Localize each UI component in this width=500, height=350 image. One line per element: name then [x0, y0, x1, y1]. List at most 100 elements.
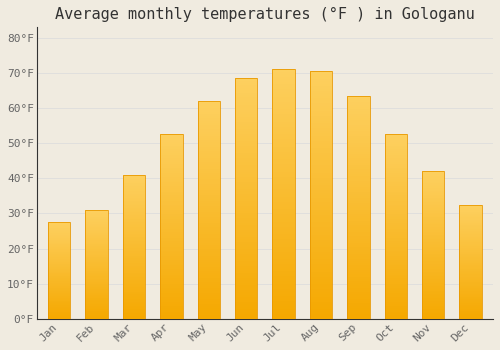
Bar	[310, 257, 332, 259]
Bar	[310, 160, 332, 163]
Bar	[460, 259, 482, 261]
Bar	[235, 129, 258, 131]
Bar	[198, 173, 220, 175]
Bar	[272, 149, 295, 152]
Bar	[347, 129, 370, 132]
Bar	[235, 280, 258, 283]
Bar	[310, 103, 332, 106]
Bar	[235, 283, 258, 285]
Bar	[347, 154, 370, 156]
Bar	[347, 127, 370, 129]
Bar	[422, 239, 444, 241]
Bar	[272, 147, 295, 149]
Bar	[235, 146, 258, 148]
Bar	[160, 271, 182, 273]
Bar	[347, 118, 370, 120]
Bar	[160, 184, 182, 186]
Bar	[272, 154, 295, 157]
Bar	[235, 302, 258, 304]
Bar	[272, 87, 295, 89]
Bar	[384, 172, 407, 173]
Bar	[460, 226, 482, 228]
Bar	[460, 306, 482, 307]
Bar	[384, 164, 407, 166]
Bar	[235, 179, 258, 182]
Bar	[460, 310, 482, 311]
Bar	[86, 285, 108, 286]
Bar	[347, 259, 370, 261]
Bar	[198, 208, 220, 210]
Bar	[160, 188, 182, 190]
Bar	[310, 252, 332, 254]
Bar	[123, 211, 145, 212]
Bar	[235, 268, 258, 271]
Bar	[160, 162, 182, 164]
Bar	[460, 278, 482, 279]
Bar	[198, 225, 220, 228]
Bar	[272, 292, 295, 294]
Bar	[384, 208, 407, 210]
Bar	[198, 306, 220, 308]
Bar	[198, 249, 220, 251]
Bar	[86, 210, 108, 211]
Bar	[384, 219, 407, 221]
Bar	[198, 151, 220, 153]
Bar	[48, 309, 70, 310]
Bar	[235, 153, 258, 155]
Bar	[198, 280, 220, 282]
Bar	[310, 230, 332, 232]
Bar	[123, 189, 145, 191]
Bar	[384, 217, 407, 219]
Bar	[384, 299, 407, 300]
Bar	[422, 257, 444, 258]
Bar	[198, 245, 220, 247]
Bar	[272, 79, 295, 82]
Bar	[86, 312, 108, 314]
Bar	[347, 247, 370, 250]
Bar	[48, 277, 70, 278]
Bar	[384, 252, 407, 254]
Bar	[86, 288, 108, 289]
Bar	[86, 294, 108, 295]
Bar	[123, 303, 145, 304]
Bar	[422, 207, 444, 208]
Bar	[160, 134, 182, 136]
Bar	[48, 305, 70, 306]
Bar	[123, 199, 145, 201]
Bar	[123, 253, 145, 254]
Bar	[86, 261, 108, 262]
Bar	[235, 228, 258, 230]
Bar	[235, 102, 258, 105]
Bar	[123, 227, 145, 228]
Bar	[86, 289, 108, 290]
Bar	[347, 288, 370, 290]
Bar	[310, 254, 332, 257]
Bar	[86, 220, 108, 221]
Bar	[48, 259, 70, 260]
Bar	[235, 218, 258, 220]
Bar	[48, 254, 70, 255]
Bar	[160, 308, 182, 310]
Bar	[235, 83, 258, 85]
Bar	[198, 175, 220, 177]
Bar	[422, 236, 444, 238]
Bar	[86, 275, 108, 276]
Bar	[272, 296, 295, 299]
Bar	[272, 69, 295, 319]
Bar	[235, 307, 258, 309]
Bar	[160, 240, 182, 242]
Bar	[272, 299, 295, 301]
Bar	[384, 295, 407, 297]
Bar	[422, 232, 444, 233]
Bar	[384, 199, 407, 201]
Bar	[235, 112, 258, 114]
Bar	[460, 261, 482, 262]
Bar	[86, 302, 108, 304]
Bar	[347, 285, 370, 288]
Bar	[160, 203, 182, 204]
Bar	[48, 258, 70, 259]
Bar	[160, 204, 182, 206]
Bar	[123, 309, 145, 310]
Bar	[384, 267, 407, 269]
Bar	[310, 307, 332, 309]
